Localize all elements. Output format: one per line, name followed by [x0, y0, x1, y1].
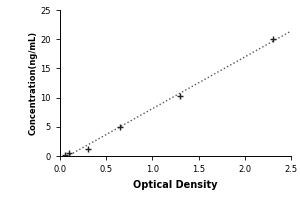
Y-axis label: Concentration(ng/mL): Concentration(ng/mL): [29, 31, 38, 135]
X-axis label: Optical Density: Optical Density: [133, 180, 218, 190]
